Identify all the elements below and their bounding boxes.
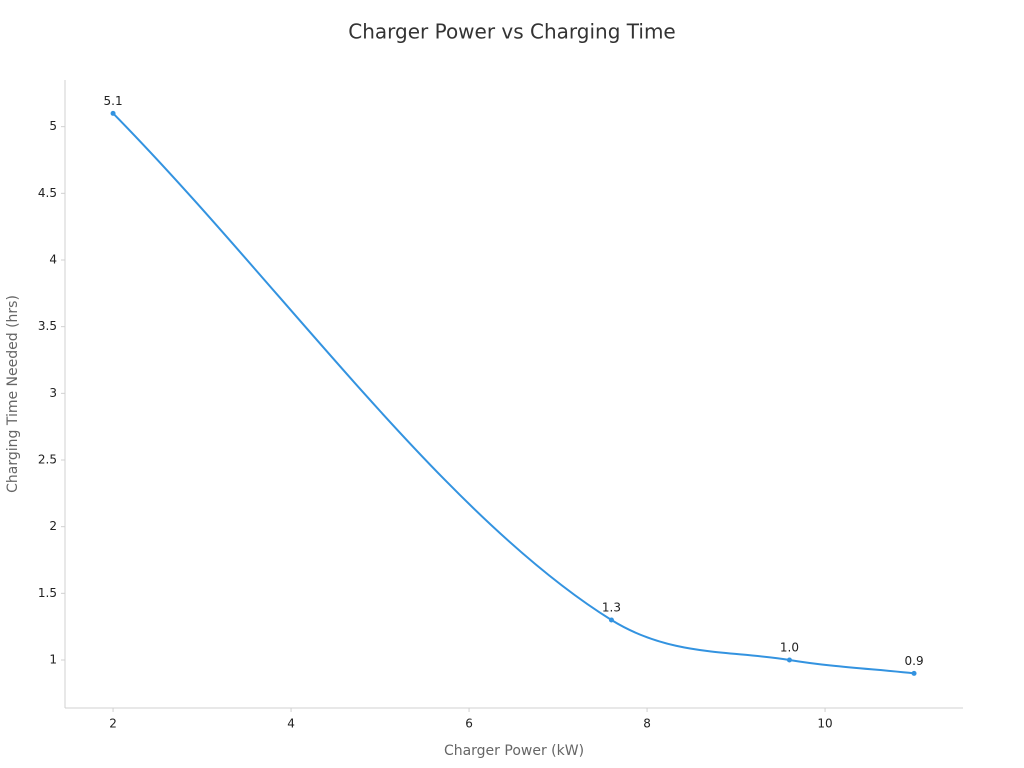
data-label: 1.3	[602, 601, 621, 615]
y-axis-label: Charging Time Needed (hrs)	[5, 295, 21, 493]
data-label: 1.0	[780, 641, 799, 655]
point	[608, 617, 614, 623]
line	[112, 112, 915, 675]
y-tick-label: 5	[49, 119, 57, 133]
y-tick-label: 3	[49, 386, 57, 400]
point	[786, 657, 792, 663]
x-axis-label: Charger Power (kW)	[444, 743, 584, 759]
y-tick-label: 3.5	[38, 319, 57, 333]
y-tick-label: 1.5	[38, 586, 57, 600]
y-tick-label: 4.5	[38, 186, 57, 200]
y-tick-label: 4	[49, 253, 57, 267]
chart-title: Charger Power vs Charging Time	[348, 20, 675, 44]
x-tick-label: 6	[465, 717, 473, 731]
point	[911, 670, 917, 676]
y-tick-label: 2.5	[38, 453, 57, 467]
point	[110, 110, 116, 116]
data-label: 5.1	[104, 94, 123, 108]
x-tick-label: 10	[817, 717, 832, 731]
y-tick-label: 2	[49, 519, 57, 533]
data-label: 0.9	[905, 654, 924, 668]
y-tick-label: 1	[49, 653, 57, 667]
x-tick-label: 2	[109, 717, 117, 731]
x-tick-label: 4	[287, 717, 295, 731]
x-tick-label: 8	[643, 717, 651, 731]
